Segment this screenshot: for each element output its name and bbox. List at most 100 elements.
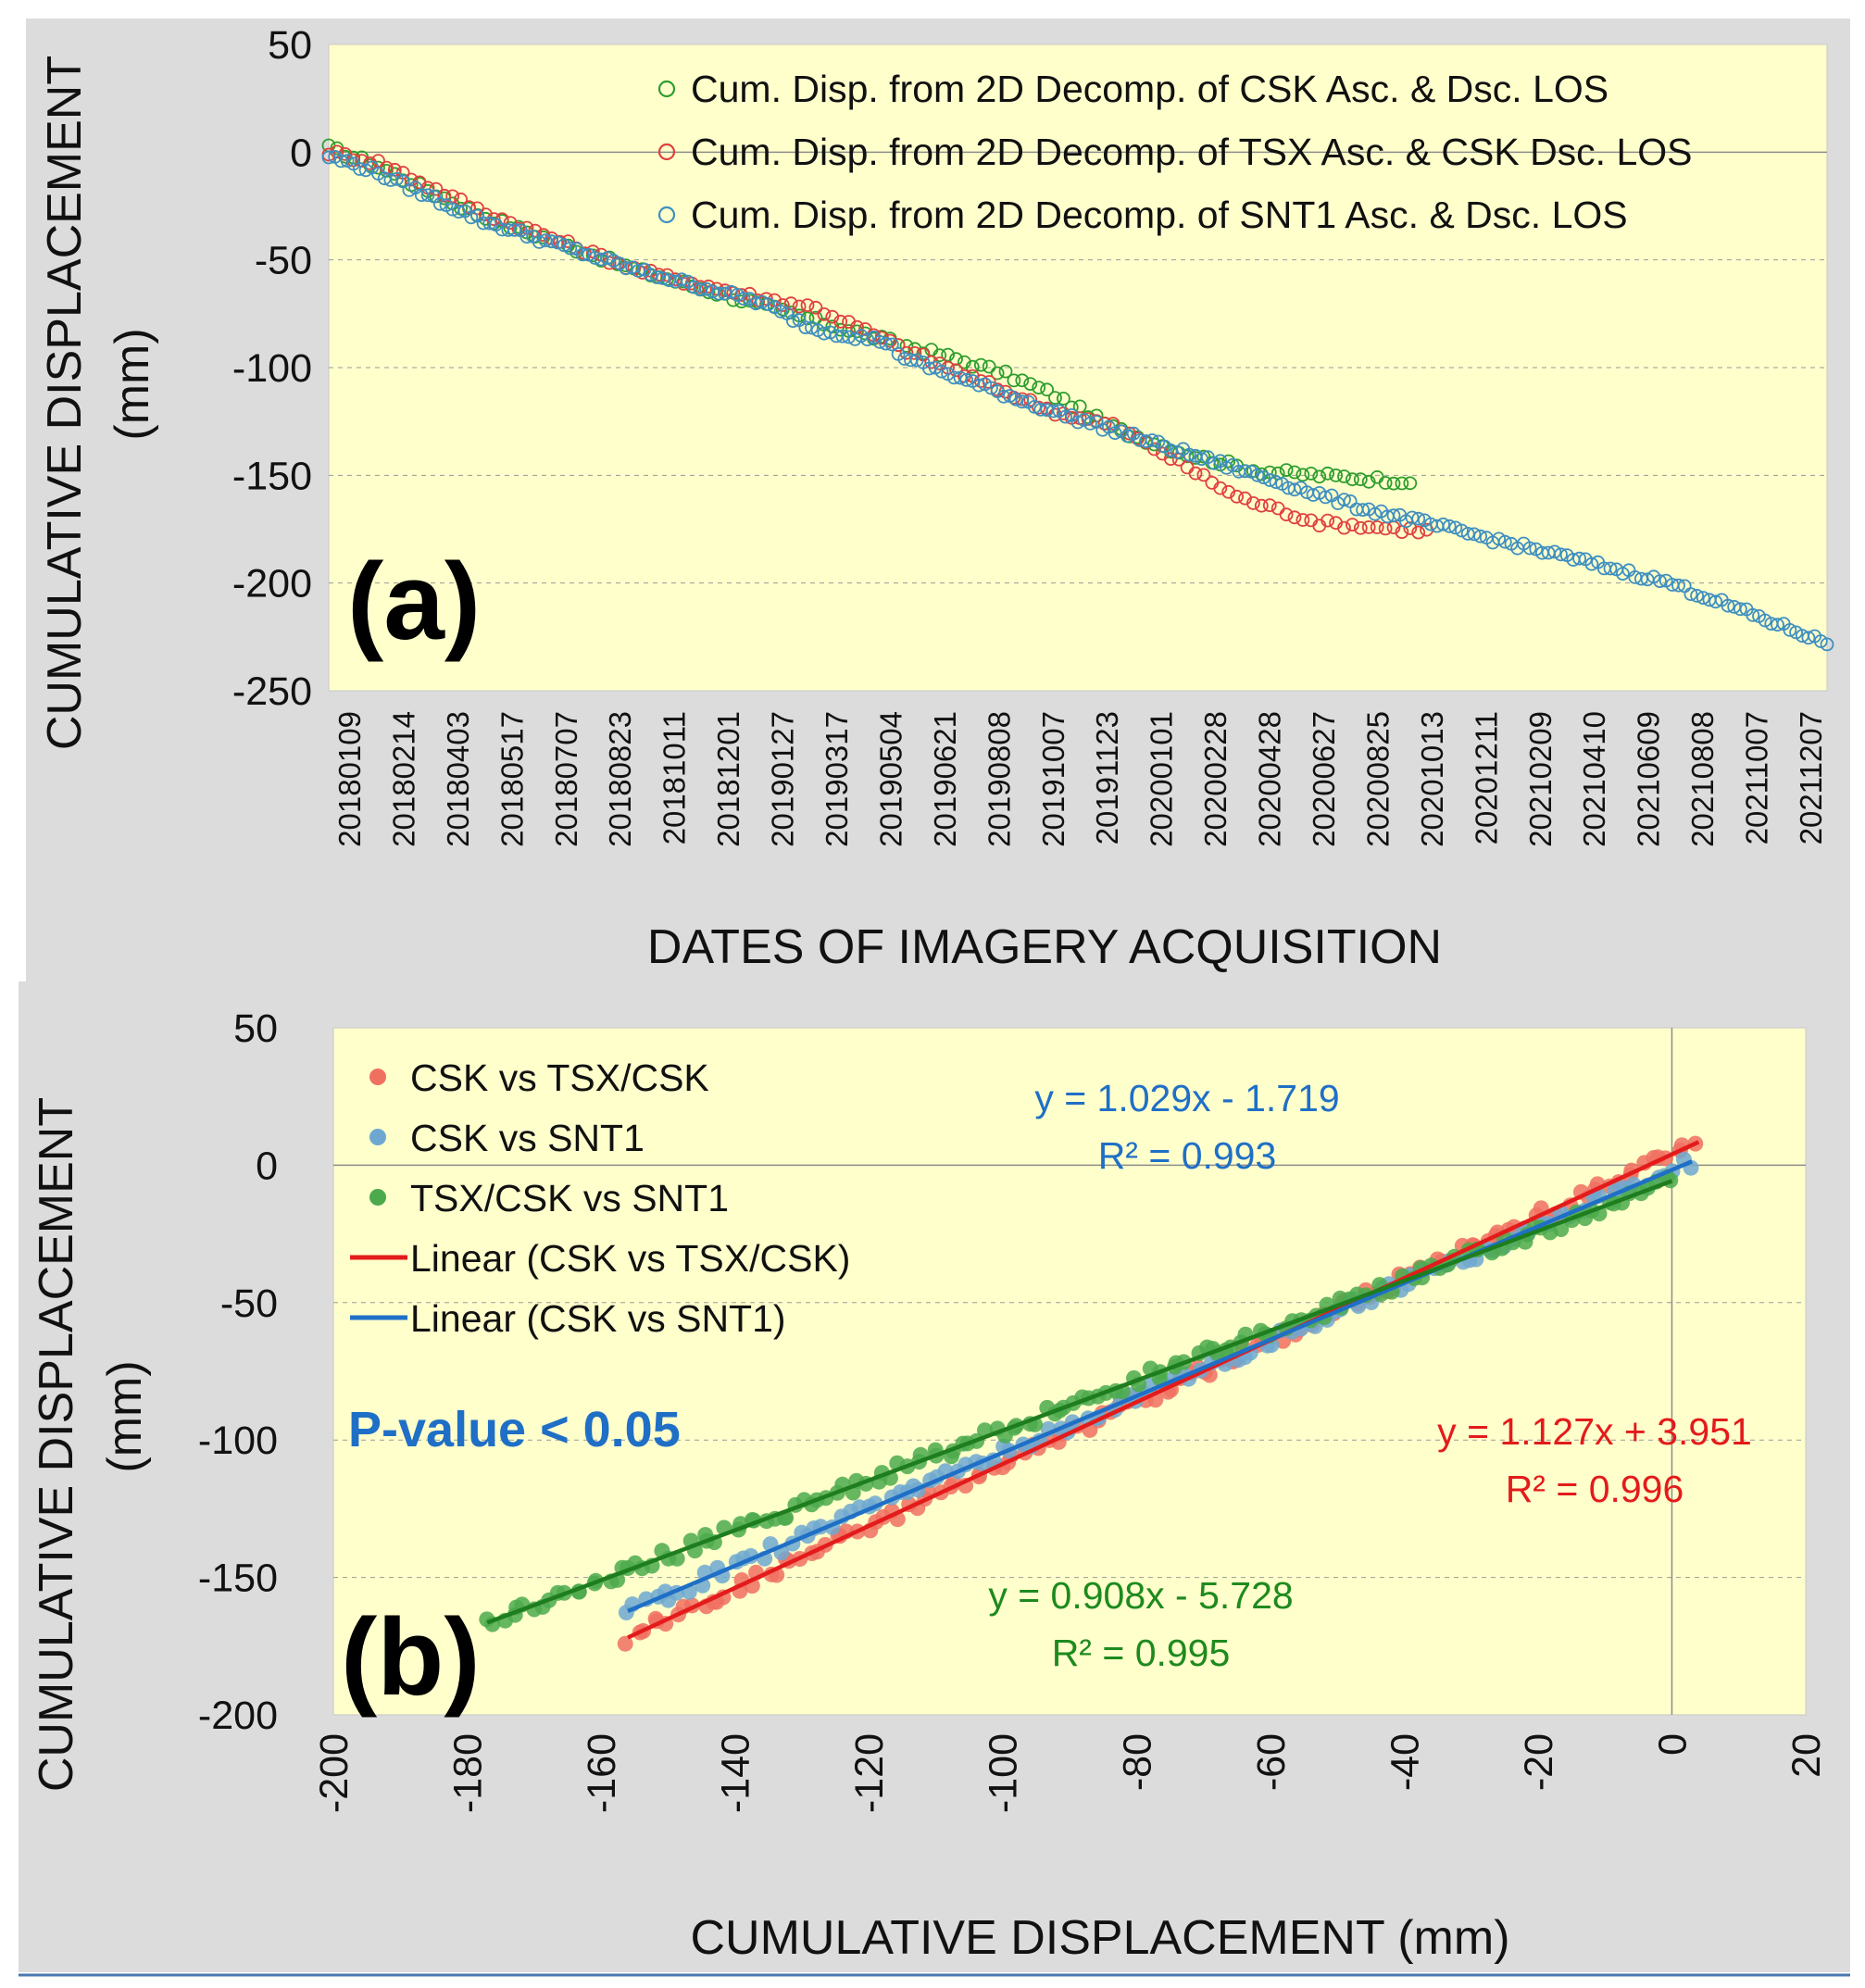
panel-a-point [885,337,899,352]
panel-a-point [1783,623,1797,637]
panel-a-xtick-label: 20180517 [494,711,529,847]
panel-a-point [1329,469,1343,482]
panel-a-point [934,364,949,379]
panel-a-point [1250,468,1265,482]
panel-a-point [561,234,575,249]
panel-a-xtick-label: 20190504 [873,711,907,847]
panel-a-xtick-label: 20200228 [1198,711,1233,847]
panel-a-point [1007,373,1021,388]
panel-a-point [1188,466,1203,481]
panel-a-point [1221,454,1236,469]
panel-a-point [990,366,1005,381]
panel-a-point [644,268,658,282]
panel-a-point [1378,476,1393,490]
panel-b-xtick-label: -120 [847,1733,892,1813]
panel-a-point [1801,631,1816,645]
panel-a-point [1337,493,1351,506]
panel-a-point [996,389,1011,404]
panel-a-xtick-label: 20200428 [1253,711,1287,847]
panel-a-xtick-label: 20211207 [1794,711,1828,844]
panel-a-point [1246,496,1260,510]
panel-b-xtick-label: -180 [446,1733,491,1813]
panel-a-xtick-label: 20201211 [1469,711,1503,844]
panel-a-point [1386,476,1401,491]
panel-a-point [575,247,590,262]
panel-a-point [1230,489,1244,504]
panel-a-ytick-label: 50 [268,23,312,68]
panel-a-ytick-label: -200 [232,562,312,606]
panel-a-point [982,359,996,374]
panel-a-point [792,299,807,314]
panel-a-point [699,281,714,296]
panel-a-point [404,172,419,187]
panel-a-label: (a) [347,541,481,663]
p-value-label: P-value < 0.05 [348,1402,681,1457]
panel-a-point [358,163,373,178]
panel-b-xtick-label: -160 [580,1733,624,1813]
panel-a-point [1032,381,1046,395]
panel-a-point [761,297,776,311]
panel-a-point [482,216,497,231]
panel-a-point [734,294,749,309]
panel-a-point [736,292,751,306]
panel-a-point [1220,460,1233,475]
panel-a-point [600,251,615,266]
panel-a-point [800,298,815,313]
panel-b-xtick-label: -40 [1383,1733,1427,1791]
panel-a-point [1411,511,1426,526]
panel-a-point [1295,513,1310,527]
panel-b-ytick-label: -50 [220,1282,278,1326]
equation-red: y = 1.127x + 3.951 [1437,1410,1752,1453]
panel-a-point [899,345,914,360]
panel-a-point [1213,481,1228,495]
panel-b-xtick-label: -20 [1517,1733,1561,1791]
panel-b-xtick-label: -100 [982,1733,1026,1813]
panel-b-xtick-label: -60 [1249,1733,1294,1791]
panel-a-point [971,378,986,393]
panel-a-point [1671,578,1685,593]
panel-a-point [1147,442,1161,456]
panel-a-point [879,336,894,351]
panel-b-ytick-label: -150 [198,1557,278,1601]
panel-b-ytick-label: 0 [256,1144,278,1188]
panel-a-point [1195,452,1209,467]
panel-b-point [617,1635,633,1652]
panel-b-x-ticks: -200 -180 -160 -140 -120 -100 -80 -60 -40 -20 0 20 [312,1733,1829,1813]
legend-tsx-snt1-marker [369,1189,386,1206]
panel-a-point [1746,607,1760,622]
panel-a-point [1554,547,1568,562]
panel-a-point [1370,520,1384,534]
panel-a-point [1207,456,1221,470]
panel-a-point [1820,637,1834,652]
panel-a-point [1257,470,1270,484]
panel-b-ytick-label: -100 [198,1419,278,1463]
panel-a-point [1734,602,1747,617]
panel-a-xlabel: DATES OF IMAGERY ACQUISITION [647,920,1442,974]
panel-a-point [652,268,666,282]
panel-a-point [1403,476,1418,491]
panel-a-point [833,314,848,329]
panel-a-xtick-label: 20200627 [1307,711,1341,847]
panel-b-ytick-label: 50 [233,1007,278,1051]
panel-a-ytick-label: 0 [290,131,312,175]
panel-a-xtick-label: 20210209 [1523,711,1558,847]
panel-b-ytick-label: -200 [198,1694,278,1738]
panel-a-point [1492,531,1506,546]
legend-snt1-label: Cum. Disp. from 2D Decomp. of SNT1 Asc. … [691,194,1628,236]
panel-a-point [1287,510,1302,525]
panel-a-point [1312,469,1327,484]
panel-a-point [953,370,968,385]
panel-a-xtick-label: 20180707 [549,711,583,847]
legend-csk-snt1-marker [369,1129,386,1145]
panel-a-point [817,306,832,321]
panel-a-point [1279,507,1294,522]
legend-tsx-marker [657,143,676,161]
panel-b-xlabel: CUMULATIVE DISPLACEMENT (mm) [690,1911,1509,1965]
panel-a-point [1353,520,1368,535]
panel-a-point [445,189,460,204]
panel-a-point [1321,466,1335,481]
legend-csk-tsx-marker [369,1069,386,1085]
panel-a-xtick-label: 20190317 [820,711,854,847]
equation-green: y = 0.908x - 5.728 [988,1574,1293,1617]
panel-a-point [607,254,620,268]
